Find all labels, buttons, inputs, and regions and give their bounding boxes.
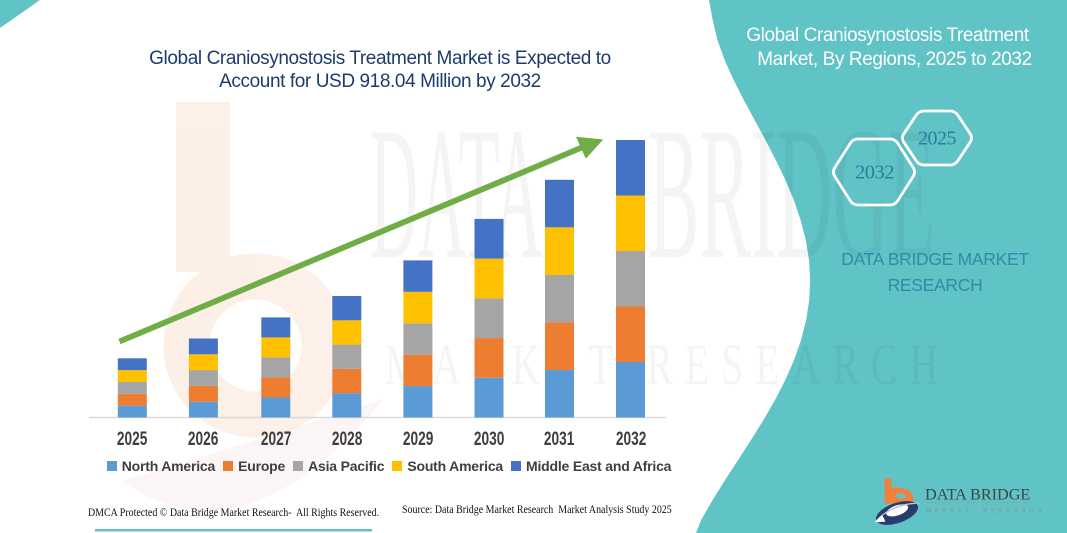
svg-text:DATA BRIDGE: DATA BRIDGE [925,486,1030,504]
svg-text:2032: 2032 [855,162,894,184]
svg-text:MARKET RESEARCH: MARKET RESEARCH [926,509,1042,515]
svg-text:2025: 2025 [918,128,957,150]
